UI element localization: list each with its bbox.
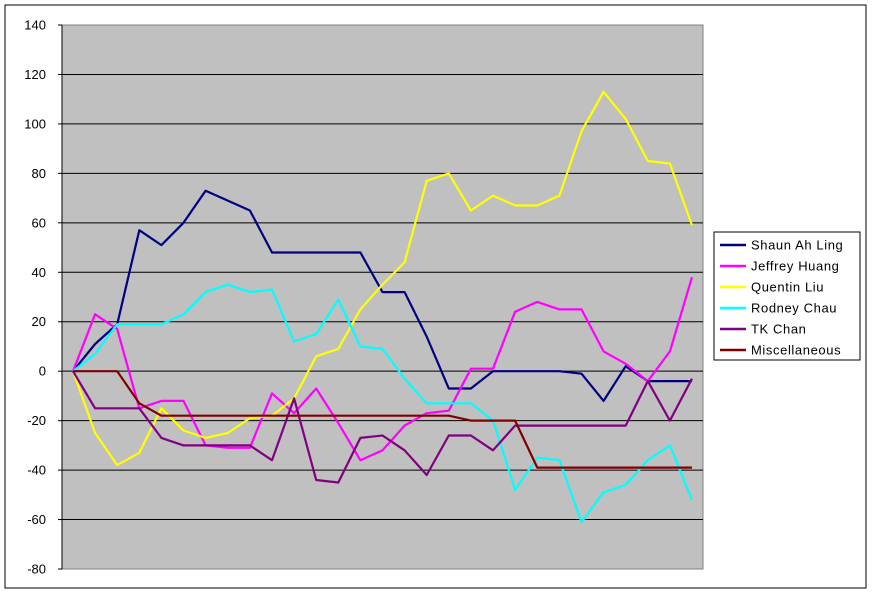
- y-tick-label: 0: [39, 364, 46, 379]
- y-axis: -80 -60 -40 -20 0 20 40 60 80 100 120 140: [24, 18, 63, 577]
- series-line-jeffrey-huang: [71, 276, 694, 462]
- y-tick-label: -60: [27, 512, 46, 527]
- series-line-tk-chan: [72, 370, 693, 484]
- series-lines: [71, 90, 694, 524]
- y-tick-label: -40: [27, 463, 46, 478]
- series-line-shaun-ah-ling: [72, 189, 692, 402]
- y-tick-label: 20: [32, 314, 46, 329]
- legend-label: Shaun Ah Ling: [751, 238, 843, 253]
- plot-area: [61, 24, 704, 570]
- y-tick-label: 40: [32, 265, 46, 280]
- series-line-miscellaneous: [73, 370, 692, 469]
- y-tick-label: -80: [27, 562, 46, 577]
- legend-label: Rodney Chau: [751, 301, 837, 316]
- y-tick-label: 140: [24, 18, 46, 33]
- legend-label: Miscellaneous: [751, 343, 841, 358]
- legend-label: Jeffrey Huang: [751, 259, 840, 274]
- gridlines: [62, 73, 703, 521]
- y-tick-label: -20: [27, 413, 46, 428]
- y-tick-label: 60: [32, 215, 46, 230]
- legend-label: TK Chan: [751, 322, 807, 337]
- legend: Shaun Ah Ling Jeffrey Huang Quentin Liu Rod…: [713, 231, 861, 361]
- legend-box: [713, 231, 861, 361]
- series-line-quentin-liu: [71, 90, 694, 467]
- y-tick-label: 120: [24, 67, 46, 82]
- y-tick-label: 80: [32, 166, 46, 181]
- legend-label: Quentin Liu: [751, 280, 824, 295]
- y-tick-label: 100: [24, 116, 46, 131]
- series-line-rodney-chau: [72, 283, 694, 524]
